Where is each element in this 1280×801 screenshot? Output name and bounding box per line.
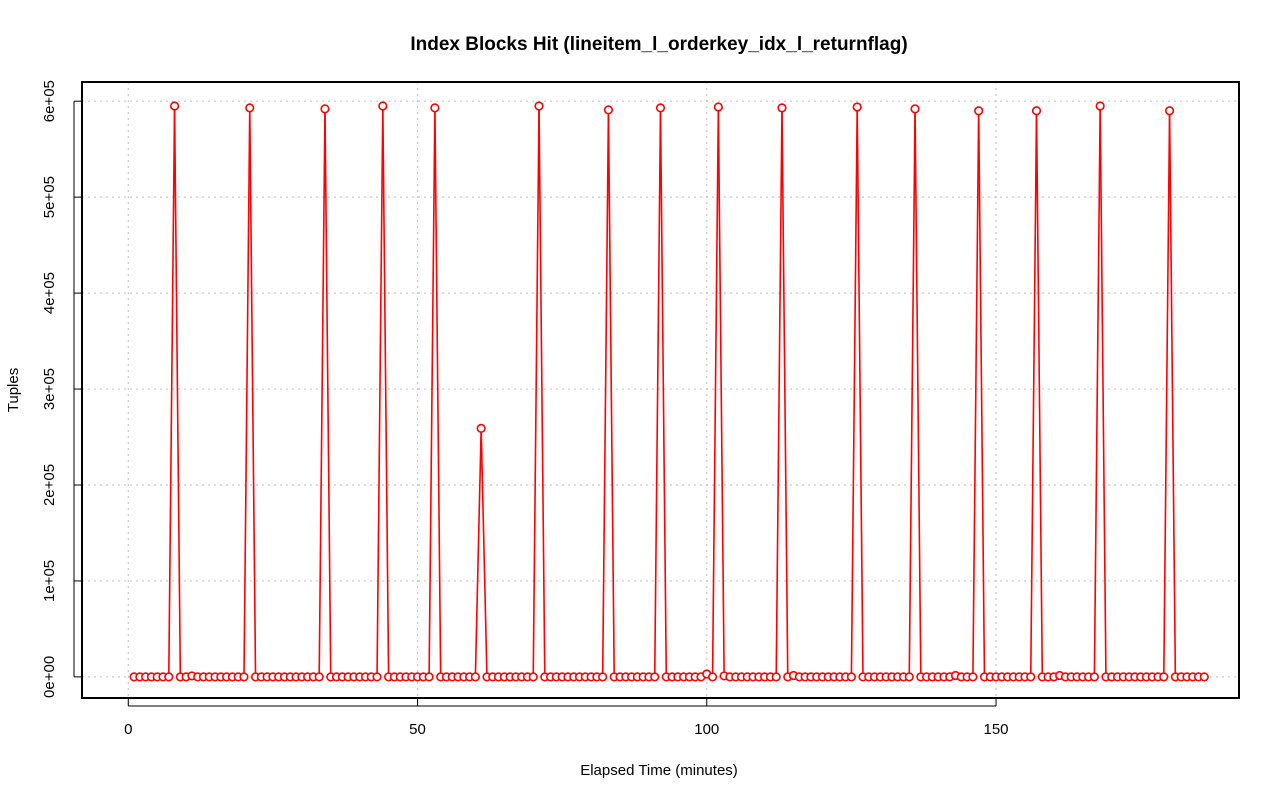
series-segment — [318, 112, 326, 674]
series-segment — [168, 109, 176, 674]
y-axis-label: Tuples — [5, 368, 22, 412]
data-point — [1089, 672, 1099, 682]
data-point — [528, 672, 538, 682]
series-segment — [856, 110, 864, 674]
series-segment — [972, 114, 980, 674]
data-point — [974, 106, 984, 116]
series-segment — [249, 111, 257, 674]
series-segment — [711, 110, 720, 674]
data-point — [1159, 672, 1169, 682]
data-point — [846, 672, 857, 682]
series-segment — [1035, 114, 1044, 674]
data-point — [534, 101, 544, 111]
data-point — [430, 103, 440, 113]
y-tick-label: 3e+05 — [41, 368, 58, 410]
x-axis: 0 50 100 150 — [124, 698, 1009, 738]
chart-title: Index Blocks Hit (lineitem_l_orderkey_id… — [410, 34, 907, 55]
y-axis: 0e+00 1e+05 2e+05 3e+05 4e+05 5e+05 6e+05 — [41, 80, 82, 698]
data-point — [239, 672, 249, 682]
series-segment — [480, 432, 488, 674]
series-segment — [474, 432, 482, 674]
data-point — [655, 103, 666, 113]
series-segment — [324, 112, 332, 674]
data-point — [904, 672, 914, 682]
series-segment — [775, 111, 783, 674]
series-segment — [601, 113, 610, 674]
series-segment — [1093, 109, 1101, 674]
series-segment — [538, 109, 546, 674]
series-segment — [1099, 109, 1107, 674]
series-segment — [653, 111, 662, 674]
data-point — [968, 672, 978, 682]
y-tick-label: 0e+00 — [41, 656, 58, 698]
series-segment — [173, 109, 182, 674]
data-point — [1026, 672, 1036, 682]
data-point — [777, 103, 787, 113]
data-point — [169, 101, 180, 111]
series-segment — [977, 114, 986, 674]
data-point — [1031, 106, 1042, 116]
x-axis-label: Elapsed Time (minutes) — [580, 762, 738, 779]
data-point — [650, 672, 660, 682]
series-segment — [607, 113, 615, 674]
y-tick-label: 4e+05 — [41, 272, 58, 314]
data-point — [910, 104, 920, 114]
x-tick-label: 100 — [694, 721, 719, 738]
series-segment — [434, 111, 442, 674]
series-segment — [376, 109, 384, 674]
data-point — [1095, 101, 1105, 111]
data-point — [470, 672, 480, 682]
data-point — [598, 672, 608, 682]
series-line-group — [168, 109, 1177, 674]
series-segment — [908, 112, 916, 674]
series-segment — [428, 111, 436, 674]
data-point — [771, 672, 781, 682]
x-tick-label: 50 — [409, 721, 426, 738]
series-segment — [850, 110, 858, 674]
data-point — [320, 104, 330, 114]
data-point — [378, 101, 388, 111]
series-segment — [717, 110, 725, 673]
series-segment — [1029, 114, 1038, 674]
data-point — [1199, 672, 1209, 682]
data-point — [707, 672, 718, 682]
series-segment — [243, 111, 251, 674]
y-tick-label: 1e+05 — [41, 560, 58, 602]
series-segment — [382, 109, 390, 674]
series-segment — [659, 111, 668, 674]
data-points-group — [129, 101, 1209, 682]
x-tick-label: 0 — [124, 721, 132, 738]
data-point — [713, 102, 723, 112]
data-point — [424, 672, 434, 682]
x-tick-label: 150 — [984, 721, 1009, 738]
data-point — [372, 672, 382, 682]
y-tick-label: 6e+05 — [41, 80, 58, 122]
data-point — [852, 102, 862, 112]
series-segment — [1168, 114, 1177, 674]
data-point — [476, 423, 486, 433]
data-point — [164, 672, 174, 682]
y-tick-label: 2e+05 — [41, 464, 58, 506]
y-tick-label: 5e+05 — [41, 176, 58, 218]
data-point — [1164, 106, 1175, 116]
series-segment — [914, 112, 922, 674]
data-point — [245, 103, 255, 113]
series-segment — [532, 109, 540, 674]
plot-frame — [81, 81, 1240, 699]
series-segment — [1163, 114, 1171, 674]
data-point — [314, 672, 324, 682]
series-segment — [781, 111, 789, 674]
grid — [82, 82, 1239, 698]
data-point — [603, 105, 614, 115]
